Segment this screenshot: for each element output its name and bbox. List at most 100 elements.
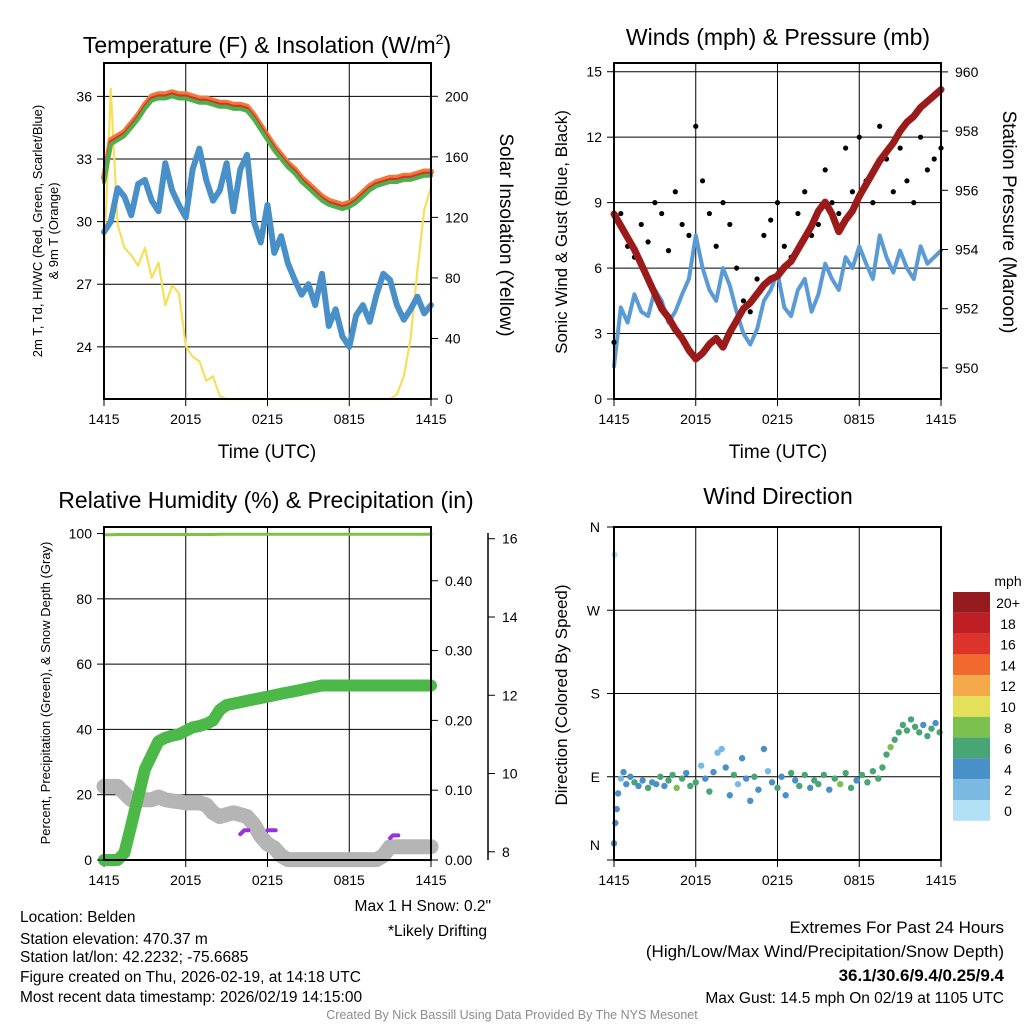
direction-point: [738, 755, 746, 762]
legend-swatch: [953, 779, 990, 800]
gust-point: [740, 298, 747, 304]
direction-point: [842, 769, 849, 777]
temp-ylabel-1: 2m T, Td, HI/WC (Red, Green, Scarlet/Blu…: [30, 105, 45, 357]
extremes-title: Extremes For Past 24 Hours: [790, 918, 1004, 937]
legend-label: 6: [1004, 741, 1012, 757]
direction-point: [907, 716, 915, 723]
plot-border: [103, 62, 432, 400]
gust-point: [795, 210, 801, 217]
gust-point: [917, 134, 924, 140]
direction-point: [734, 780, 742, 788]
rh-ylabel: Percent, Precipitation (Green), & Snow D…: [38, 542, 53, 845]
y-tick-label: 30: [76, 214, 92, 230]
direction-point: [644, 784, 652, 792]
direction-point: [687, 782, 694, 790]
x-tick-label: 1415: [415, 411, 446, 427]
legend-swatch: [953, 612, 990, 634]
gust-point: [890, 189, 896, 195]
y2-tick-label: 160: [445, 149, 469, 165]
y2-tick-label: 956: [955, 182, 979, 198]
temp-xlabel: Time (UTC): [218, 442, 317, 463]
direction-point: [883, 751, 890, 758]
temp-title-main: Temperature (F) & Insolation (W/m: [83, 32, 436, 58]
dir-ylabel: Direction (Colored By Speed): [552, 584, 571, 805]
legend-label: 16: [1000, 637, 1016, 653]
direction-point: [891, 736, 898, 743]
latlon-text: Station lat/lon: 42.2232; -75.6685: [20, 949, 248, 966]
direction-point: [665, 777, 672, 784]
legend-swatch: [953, 737, 990, 759]
direction-point: [631, 779, 638, 786]
direction-point: [692, 779, 699, 786]
y2-tick-label: 14: [502, 609, 518, 625]
gust-point: [618, 210, 624, 217]
direction-point: [815, 780, 822, 788]
wind-panel-title: Winds (mph) & Pressure (mb): [626, 24, 930, 50]
gust-point: [713, 243, 719, 249]
legend-title: mph: [994, 573, 1021, 589]
legend-label: 4: [1004, 761, 1012, 777]
y2-tick-label: 10: [502, 766, 518, 782]
gust-point: [754, 276, 760, 282]
direction-point: [747, 797, 754, 804]
direction-point: [730, 771, 738, 779]
direction-point: [714, 749, 721, 756]
legend-swatch: [953, 592, 990, 613]
y-tick-label: 12: [586, 129, 602, 145]
x-tick-label: 0815: [844, 411, 875, 427]
y-tick-label: S: [591, 686, 600, 702]
y-tick-label: 9: [594, 195, 602, 211]
y2-tick-label: 40: [445, 330, 461, 346]
temp-y2label: Solar Insolation (Yellow): [495, 133, 516, 336]
gust-point: [774, 200, 781, 206]
direction-point: [657, 773, 664, 780]
direction-point: [801, 771, 808, 779]
plot-border: [613, 62, 942, 400]
x-tick-label: 1415: [88, 411, 119, 427]
direction-point: [755, 786, 762, 793]
x-tick-label: 2015: [170, 872, 201, 888]
direction-point: [826, 786, 833, 793]
direction-point: [613, 805, 620, 813]
y-tick-label: 6: [594, 260, 602, 276]
direction-point: [683, 769, 690, 777]
wind-xlabel: Time (UTC): [729, 442, 828, 463]
legend-swatch: [953, 800, 990, 821]
direction-point: [875, 775, 882, 782]
dir-panel-title: Wind Direction: [703, 483, 853, 509]
gust-point: [829, 200, 835, 206]
gust-point: [870, 200, 876, 206]
y2-tick-label: 0.10: [445, 782, 472, 798]
direction-point: [899, 721, 907, 729]
heat-index-windchill-line: [102, 94, 433, 212]
gust-point: [897, 145, 903, 151]
x-tick-label: 1415: [415, 872, 446, 888]
x-tick-label: 0815: [334, 411, 365, 427]
y2-tick-label: 0: [445, 391, 453, 407]
y-tick-label: 33: [76, 151, 92, 167]
dir-plot: 1415 2015 0215 0815 1415 N E S W N: [587, 519, 957, 888]
direction-point: [811, 777, 818, 784]
direction-point: [726, 792, 734, 799]
gust-point: [877, 123, 883, 129]
y-tick-label: W: [587, 602, 601, 618]
max-snow-text: Max 1 H Snow: 0.2": [355, 898, 491, 915]
y-tick-label: 0: [84, 852, 92, 868]
direction-point: [774, 784, 781, 792]
direction-point: [932, 719, 939, 727]
x-tick-label: 1415: [925, 872, 956, 888]
credit-text: Created By Nick Bassill Using Data Provi…: [326, 1008, 698, 1022]
y2-tick-label: 200: [445, 88, 469, 104]
gust-point: [931, 156, 937, 162]
direction-point: [627, 773, 634, 780]
direction-point: [858, 771, 866, 779]
direction-point: [661, 782, 668, 790]
speed-legend: mph 20+ 18 16 14 12 10 8 6 4 2 0: [953, 573, 1022, 821]
x-tick-label: 2015: [170, 411, 201, 427]
x-tick-label: 1415: [598, 872, 629, 888]
direction-point: [820, 771, 828, 779]
x-tick-label: 0815: [334, 872, 365, 888]
relative-humidity-line: [102, 532, 433, 537]
direction-point: [796, 782, 803, 790]
y2-tick-label: 0.20: [445, 712, 472, 728]
